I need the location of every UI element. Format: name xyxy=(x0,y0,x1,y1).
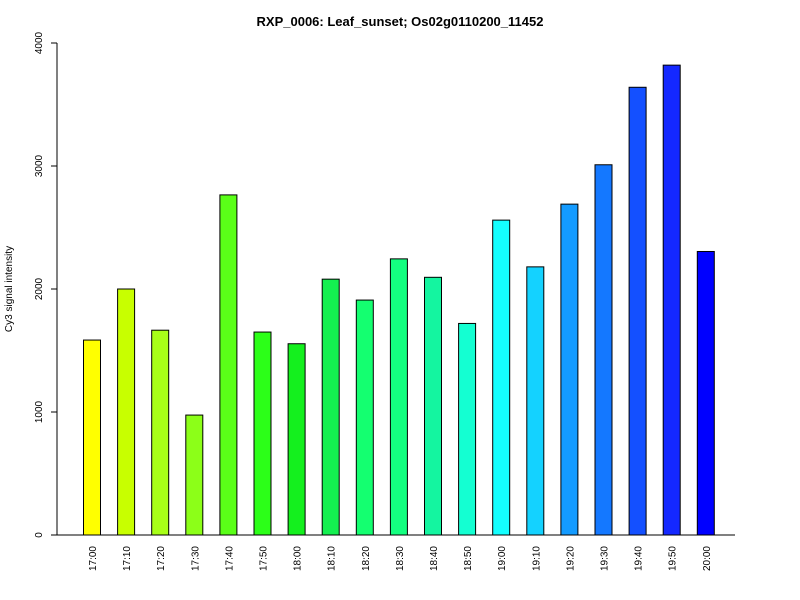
y-axis-label: Cy3 signal intensity xyxy=(4,246,15,332)
bar-1950 xyxy=(662,64,681,536)
y-axis: 0 1000 2000 3000 4000 xyxy=(34,31,58,538)
bar-1800 xyxy=(287,343,306,536)
x-tick-label: 19:00 xyxy=(497,546,508,571)
bar-1930 xyxy=(594,164,613,536)
x-tick-label: 17:50 xyxy=(259,546,270,571)
x-tick-label: 18:10 xyxy=(327,546,338,571)
x-tick-label: 17:30 xyxy=(190,546,201,571)
x-tick-label: 17:00 xyxy=(88,546,99,571)
bar-1820 xyxy=(355,299,374,536)
bar-1840 xyxy=(424,276,442,536)
bar-1750 xyxy=(253,331,272,536)
bar-1810 xyxy=(321,278,340,536)
bar-1920 xyxy=(560,203,579,536)
x-tick-label: 19:50 xyxy=(668,546,679,571)
x-tick-label: 18:30 xyxy=(395,546,406,571)
bar-1700 xyxy=(83,339,101,536)
x-tick-label: 20:00 xyxy=(702,546,713,571)
bar-1720 xyxy=(151,329,170,536)
bar-1900 xyxy=(492,219,511,536)
bar-1910 xyxy=(526,266,545,536)
x-tick-label: 18:00 xyxy=(293,546,304,571)
y-tick-label: 2000 xyxy=(34,277,45,300)
x-tick-label: 18:20 xyxy=(361,546,372,571)
x-tick-labels: 17:00 17:10 17:20 17:30 17:40 17:50 18:00 18:10… xyxy=(88,546,713,571)
x-tick-label: 17:10 xyxy=(122,546,133,571)
x-tick-label: 19:30 xyxy=(600,546,611,571)
y-tick-label: 1000 xyxy=(34,400,45,423)
x-tick-label: 19:20 xyxy=(565,546,576,571)
bar-1830 xyxy=(389,258,408,536)
bars-group xyxy=(83,64,715,536)
y-tick-label: 0 xyxy=(34,532,45,538)
y-tick-label: 3000 xyxy=(34,154,45,177)
x-tick-label: 19:40 xyxy=(634,546,645,571)
x-tick-label: 17:20 xyxy=(156,546,167,571)
bar-1730 xyxy=(185,414,204,536)
chart-title: RXP_0006: Leaf_sunset; Os02g0110200_1145… xyxy=(257,14,544,29)
x-tick-label: 18:40 xyxy=(429,546,440,571)
x-tick-label: 19:10 xyxy=(531,546,542,571)
y-tick-label: 4000 xyxy=(34,31,45,54)
x-tick-label: 18:50 xyxy=(463,546,474,571)
x-tick-label: 17:40 xyxy=(224,546,235,571)
bar-1710 xyxy=(117,288,136,536)
bar-1850 xyxy=(458,322,477,536)
bar-2000 xyxy=(696,250,715,536)
bar-1740 xyxy=(219,194,238,536)
bar-1940 xyxy=(628,86,647,536)
